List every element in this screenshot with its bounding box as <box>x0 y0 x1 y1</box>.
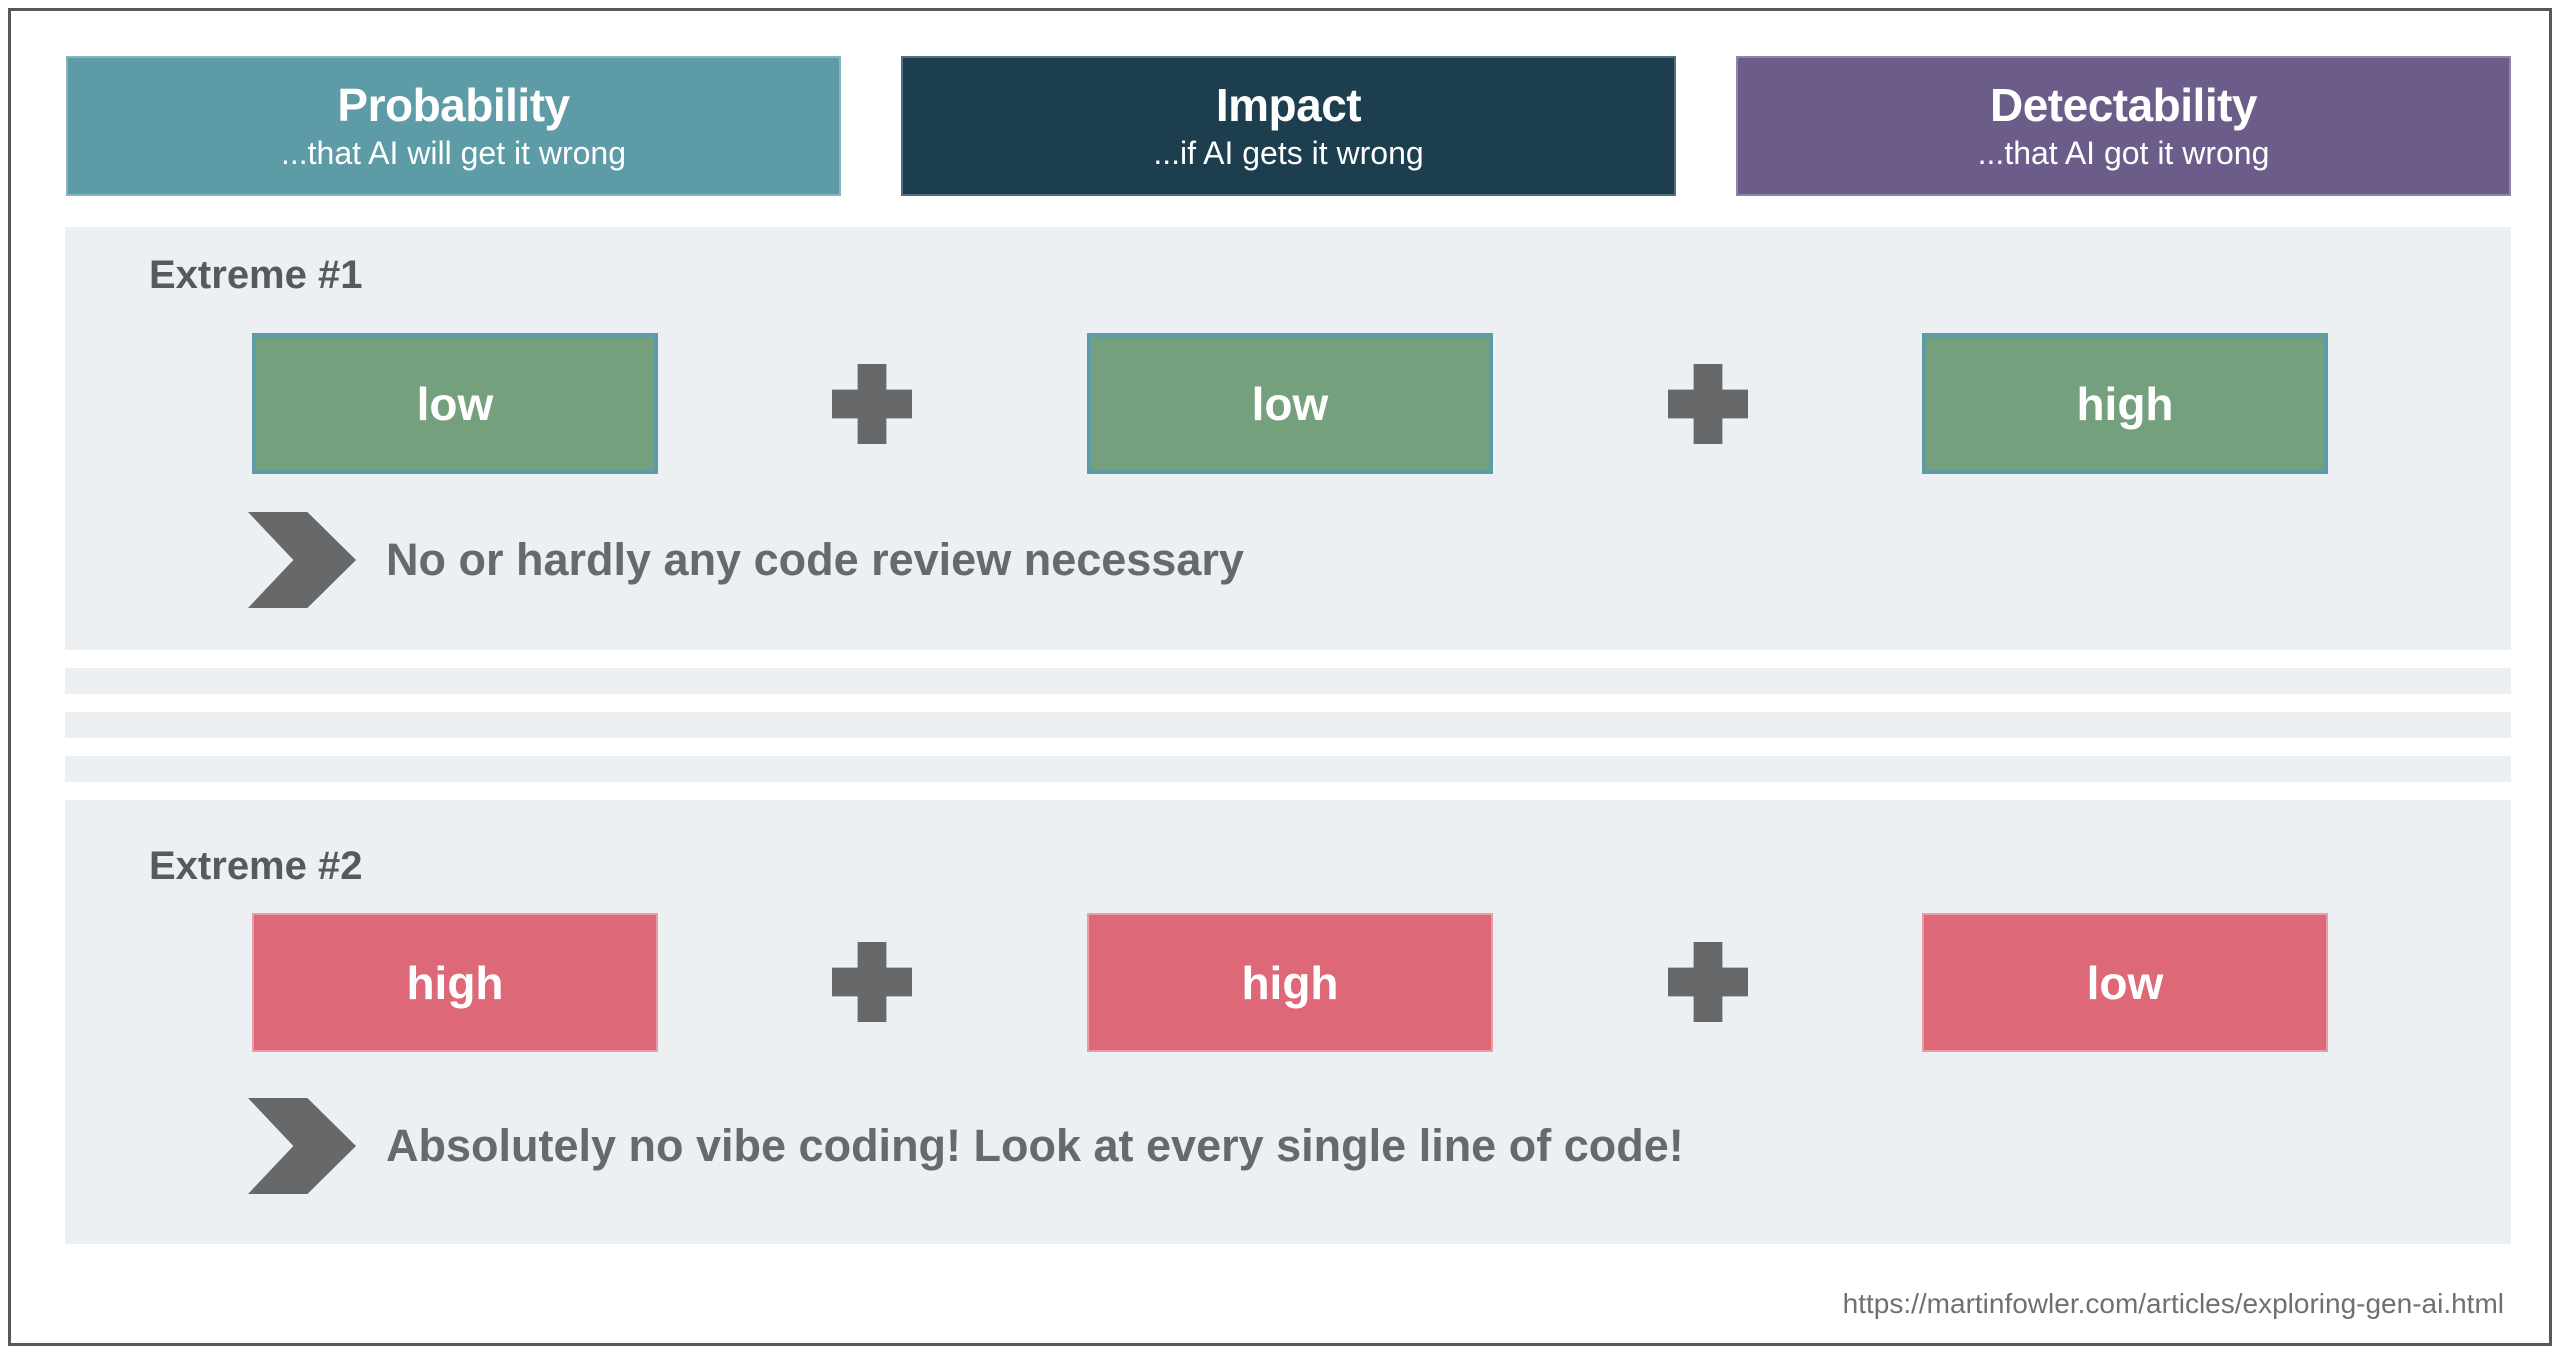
column-title: Probability <box>337 78 570 131</box>
conclusion-text: No or hardly any code review necessary <box>386 534 1244 585</box>
scenario-label: Extreme #2 <box>149 844 363 888</box>
column-subtitle: ...that AI got it wrong <box>1977 135 2270 172</box>
plus-icon <box>832 364 912 444</box>
arrow-chevron-icon <box>248 1098 356 1194</box>
conclusion-row: No or hardly any code review necessary <box>248 512 1244 608</box>
value-label: low <box>2086 956 2164 1009</box>
column-header-detectability: Detectability ...that AI got it wrong <box>1736 56 2511 196</box>
value-box-impact: high <box>1087 913 1493 1052</box>
plus-icon <box>1668 364 1748 444</box>
column-title: Impact <box>1215 78 1362 131</box>
value-label: high <box>406 956 504 1009</box>
separator-stripe <box>65 756 2511 782</box>
value-label: low <box>416 377 494 430</box>
scenario-panel-extreme-1: Extreme #1 low low high No or hardly any… <box>65 227 2511 650</box>
arrow-chevron-icon <box>248 512 356 608</box>
column-subtitle: ...if AI gets it wrong <box>1153 135 1424 172</box>
separator-stripe <box>65 712 2511 738</box>
separator-stripe <box>65 668 2511 694</box>
value-box-detectability: low <box>1922 913 2328 1052</box>
plus-icon <box>1668 942 1748 1022</box>
value-box-detectability: high <box>1922 333 2328 474</box>
scenario-label: Extreme #1 <box>149 253 363 297</box>
value-label: high <box>2076 377 2174 430</box>
conclusion-row: Absolutely no vibe coding! Look at every… <box>248 1098 1684 1194</box>
value-label: high <box>1241 956 1339 1009</box>
column-title: Detectability <box>1989 78 2258 131</box>
value-box-probability: high <box>252 913 658 1052</box>
column-subtitle: ...that AI will get it wrong <box>280 135 627 172</box>
value-box-probability: low <box>252 333 658 474</box>
scenario-panel-extreme-2: Extreme #2 high high low Absolutely no v… <box>65 800 2511 1244</box>
column-header-impact: Impact ...if AI gets it wrong <box>901 56 1676 196</box>
source-url: https://martinfowler.com/articles/explor… <box>1842 1288 2504 1319</box>
value-label: low <box>1251 377 1329 430</box>
column-header-probability: Probability ...that AI will get it wrong <box>66 56 841 196</box>
value-box-impact: low <box>1087 333 1493 474</box>
plus-icon <box>832 942 912 1022</box>
conclusion-text: Absolutely no vibe coding! Look at every… <box>386 1120 1684 1171</box>
